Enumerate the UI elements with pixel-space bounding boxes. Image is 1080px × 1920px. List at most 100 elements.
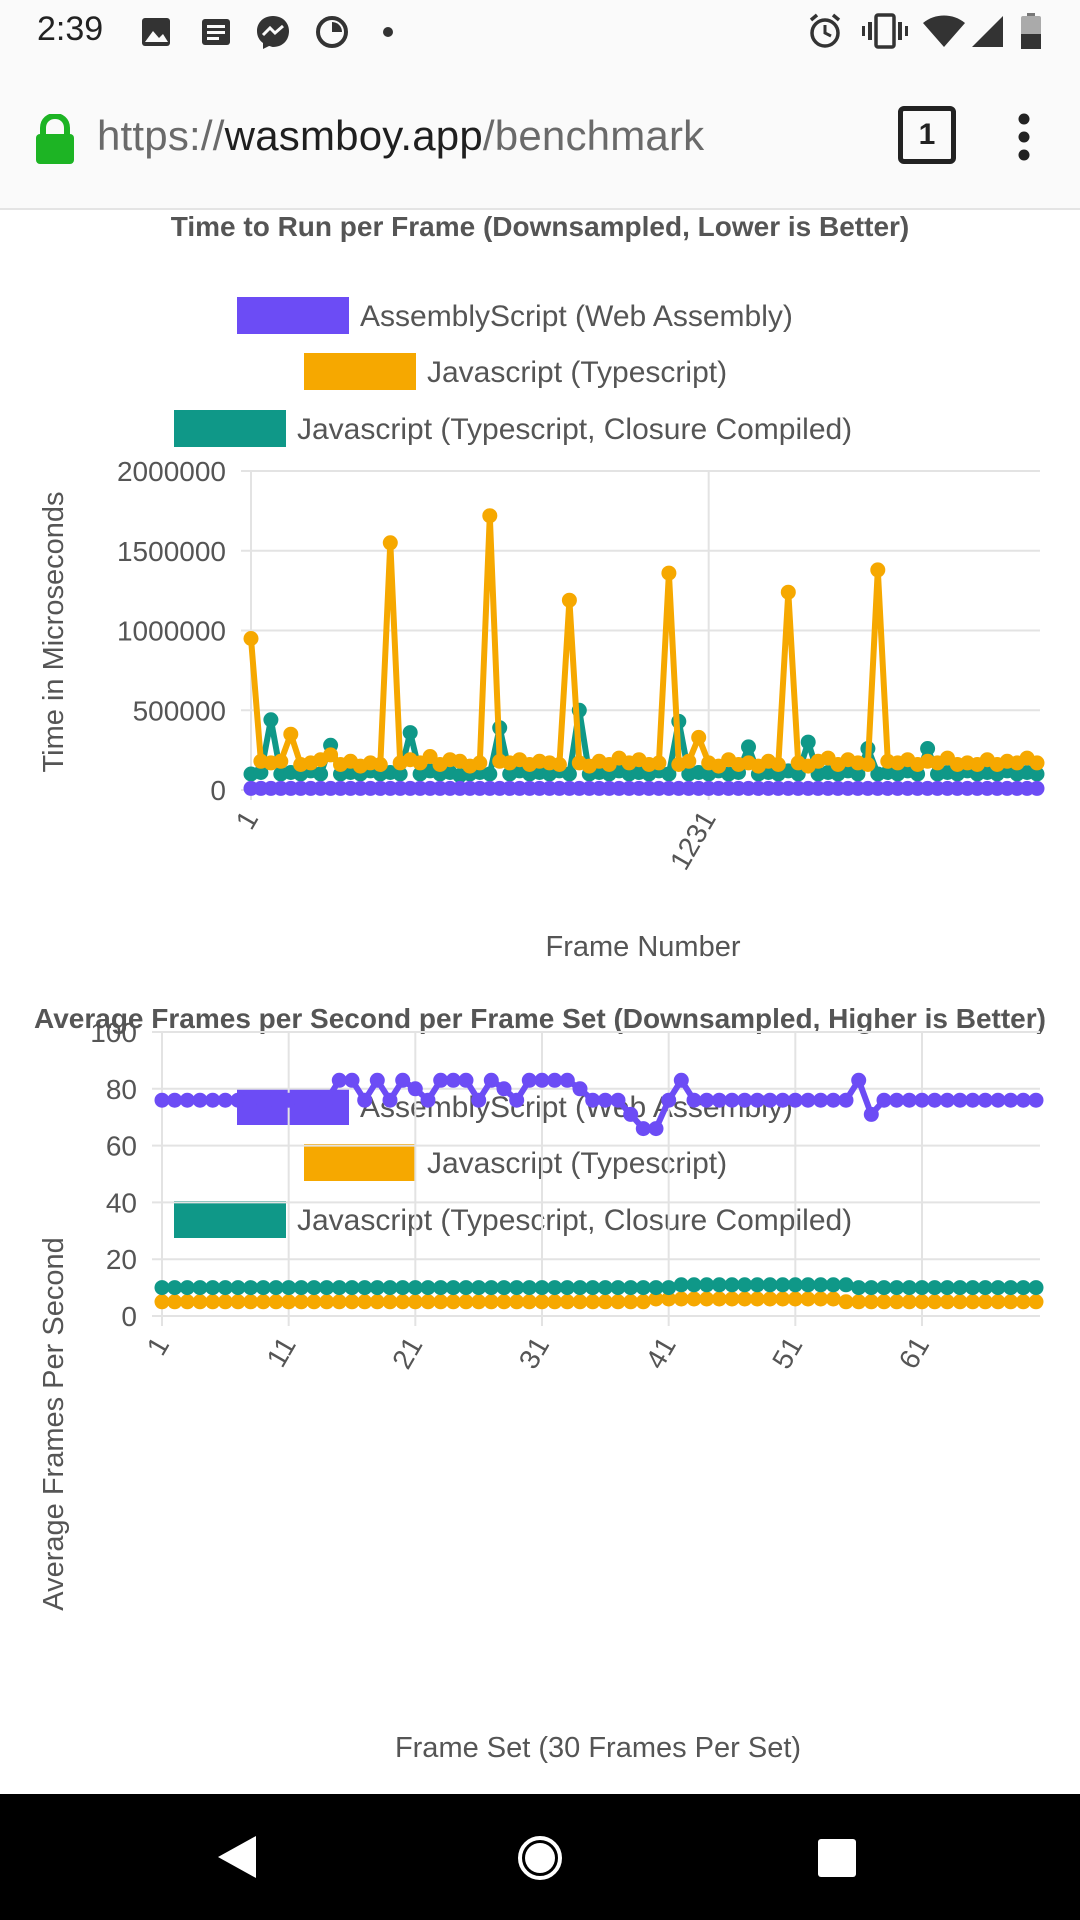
data-point — [433, 1072, 449, 1088]
data-point — [870, 562, 886, 578]
page-content: Time to Run per Frame (Downsampled, Lowe… — [0, 210, 1080, 1794]
data-point — [293, 1294, 309, 1310]
data-point — [217, 1294, 233, 1310]
overflow-menu-icon[interactable] — [1014, 112, 1034, 162]
lock-icon[interactable] — [34, 114, 76, 166]
data-point — [243, 1280, 259, 1296]
data-point — [1029, 766, 1045, 782]
data-point — [395, 1280, 411, 1296]
data-point — [813, 1291, 829, 1307]
data-point — [597, 1092, 613, 1108]
data-point — [534, 1294, 550, 1310]
y-tick-label: 1000000 — [117, 616, 226, 647]
data-point — [1003, 1280, 1019, 1296]
data-point — [635, 1280, 651, 1296]
data-point — [420, 1280, 436, 1296]
data-point — [711, 1092, 727, 1108]
data-point — [281, 1092, 297, 1108]
data-point — [990, 1092, 1006, 1108]
data-point — [610, 1294, 626, 1310]
data-point — [458, 1294, 474, 1310]
data-point — [445, 1294, 461, 1310]
data-point — [762, 1092, 778, 1108]
data-point — [268, 1294, 284, 1310]
data-point — [483, 1294, 499, 1310]
data-point — [1015, 1092, 1031, 1108]
data-point — [1029, 780, 1045, 796]
data-point — [775, 1291, 791, 1307]
x-ticks: 1 11 21 31 41 51 61 — [141, 1332, 936, 1374]
data-point — [482, 766, 498, 782]
data-point — [559, 1294, 575, 1310]
y-tick-label: 60 — [106, 1131, 137, 1162]
data-point — [939, 1092, 955, 1108]
data-point — [407, 1280, 423, 1296]
data-point — [741, 739, 756, 755]
data-point — [686, 1291, 702, 1307]
data-point — [876, 1294, 892, 1310]
url-field[interactable]: https://wasmboy.app/benchmark — [97, 112, 704, 160]
data-point — [293, 1280, 309, 1296]
data-point — [851, 1280, 867, 1296]
x-tick-label: 51 — [766, 1332, 808, 1374]
data-point — [623, 1106, 639, 1122]
data-point — [243, 1294, 259, 1310]
x-tick-label: 31 — [513, 1332, 555, 1374]
legend-label: Javascript (Typescript) — [427, 356, 727, 389]
data-point — [458, 1072, 474, 1088]
legend-label: Javascript (Typescript, Closure Compiled… — [297, 1204, 852, 1237]
data-point — [369, 1072, 385, 1088]
data-point — [255, 1294, 271, 1310]
data-point — [167, 1280, 183, 1296]
data-point — [369, 1280, 385, 1296]
data-point — [344, 1294, 360, 1310]
legend-label: Javascript (Typescript, Closure Compiled… — [297, 413, 852, 446]
legend-swatch — [304, 353, 416, 390]
chart-title: Time to Run per Frame (Downsampled, Lowe… — [171, 211, 910, 242]
signal-icon — [972, 16, 1003, 47]
tab-switcher-button[interactable]: 1 — [898, 106, 956, 164]
data-point — [749, 1277, 765, 1293]
url-path: /benchmark — [482, 112, 705, 159]
data-point — [770, 757, 786, 772]
data-point — [901, 1280, 917, 1296]
legend-label: AssemblyScript (Web Assembly) — [360, 300, 793, 333]
series-group — [154, 1072, 1044, 1310]
data-point — [623, 1280, 639, 1296]
data-point — [382, 1294, 398, 1310]
data-saver-icon — [316, 16, 348, 48]
recents-icon[interactable] — [817, 1838, 857, 1878]
data-point — [179, 1092, 195, 1108]
data-point — [496, 1280, 512, 1296]
alarm-icon — [809, 13, 841, 48]
data-point — [737, 1291, 753, 1307]
data-point — [863, 1280, 879, 1296]
data-point — [243, 631, 259, 646]
data-point — [357, 1280, 373, 1296]
data-point — [293, 1092, 309, 1108]
data-point — [395, 1294, 411, 1310]
data-point — [382, 1280, 398, 1296]
legend-swatch — [237, 297, 349, 334]
x-tick-label: 21 — [386, 1332, 428, 1374]
data-point — [635, 1294, 651, 1310]
data-point — [825, 1277, 841, 1293]
data-point — [673, 1291, 689, 1307]
data-point — [1003, 1294, 1019, 1310]
url-domain: wasmboy.app — [224, 112, 483, 159]
x-tick-label: 41 — [639, 1332, 681, 1374]
data-point — [154, 1294, 170, 1310]
data-point — [167, 1294, 183, 1310]
data-point — [585, 1294, 601, 1310]
home-icon[interactable] — [516, 1834, 564, 1882]
data-point — [711, 1291, 727, 1307]
data-point — [800, 734, 816, 750]
data-point — [509, 1092, 525, 1108]
back-icon[interactable] — [214, 1834, 260, 1880]
data-point — [306, 1092, 322, 1108]
data-point — [534, 1072, 550, 1088]
x-tick-label: 61 — [893, 1332, 935, 1374]
data-point — [780, 584, 796, 600]
x-tick-label: 1 — [230, 806, 265, 835]
y-tick-label: 1500000 — [117, 536, 226, 567]
